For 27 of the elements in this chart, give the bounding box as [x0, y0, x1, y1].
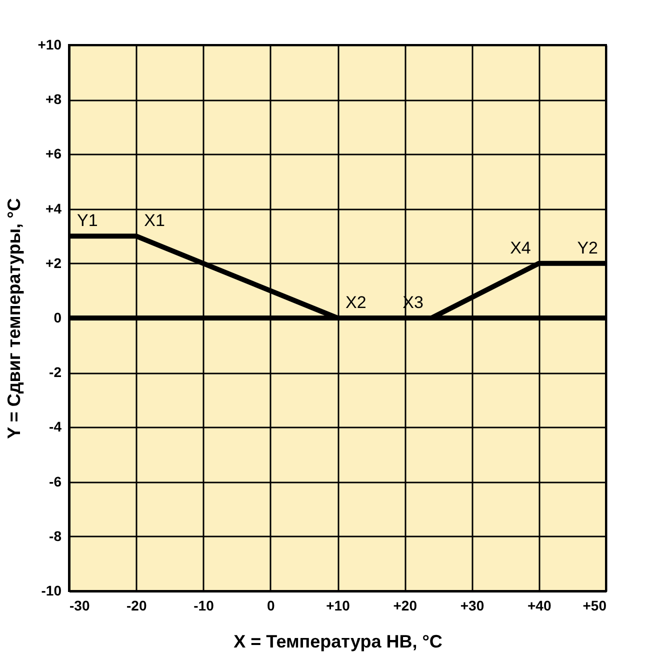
x-tick-label: +50: [582, 598, 607, 614]
y-tick-label: +4: [46, 200, 62, 216]
y-tick-label: +10: [38, 36, 62, 52]
y-tick-label: +2: [46, 254, 62, 271]
y-tick-label: +8: [46, 91, 62, 108]
x-tick-label: +10: [326, 598, 350, 614]
x-axis-title: X = Температура НВ, °C: [234, 632, 442, 652]
x-tick-label: +40: [528, 598, 552, 614]
y-tick-label: -6: [49, 473, 62, 490]
y-tick-label: -10: [41, 582, 62, 598]
y-axis-title: Y = Сдвиг температуры, °C: [4, 198, 24, 439]
x-tick-label: +20: [393, 598, 418, 614]
annotation: X1: [144, 211, 165, 230]
x-tick-label: 0: [266, 598, 275, 614]
y-tick-label: -4: [49, 418, 62, 435]
annotation: Y1: [77, 211, 98, 230]
x-tick-label: -20: [126, 598, 147, 614]
y-tick-label: +6: [46, 146, 62, 162]
annotation: Y2: [577, 238, 598, 258]
y-tick-label: -2: [49, 364, 62, 380]
x-tick-label: -10: [194, 598, 214, 614]
y-tick-label: 0: [54, 310, 62, 326]
annotation: X2: [346, 293, 366, 312]
annotation: X4: [510, 238, 531, 258]
y-tick-label: -8: [49, 528, 62, 544]
x-tick-label: -30: [70, 598, 90, 614]
x-tick-label: +30: [460, 598, 484, 614]
